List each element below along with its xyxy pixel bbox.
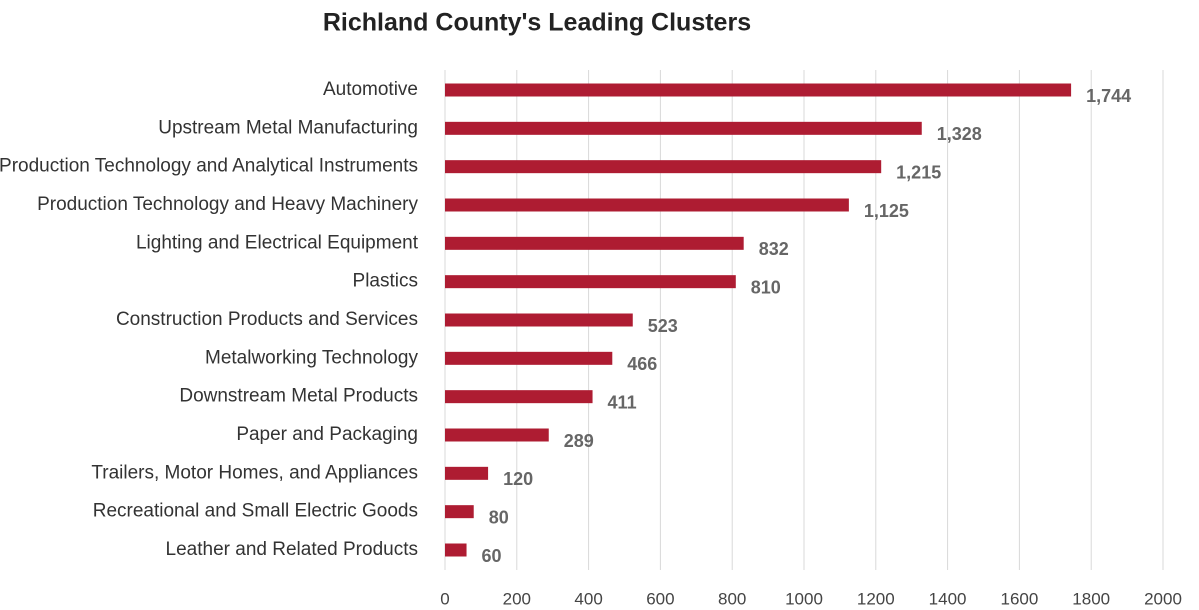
x-tick-label: 1000 (785, 589, 823, 608)
value-label: 80 (489, 507, 509, 527)
value-label: 60 (482, 546, 502, 566)
x-tick-label: 1600 (1000, 589, 1038, 608)
value-label: 411 (608, 392, 637, 412)
bar (445, 275, 736, 289)
bar (445, 466, 489, 480)
y-tick-label: Plastics (353, 271, 418, 292)
bar (445, 428, 549, 442)
x-tick-label: 600 (646, 589, 674, 608)
value-label: 466 (627, 354, 657, 374)
y-tick-label: Upstream Metal Manufacturing (158, 117, 418, 138)
x-tick-label: 1400 (929, 589, 967, 608)
y-tick-label: Construction Products and Services (116, 309, 418, 330)
x-tick-label: 400 (574, 589, 602, 608)
bar (445, 505, 474, 519)
bar (445, 83, 1072, 97)
value-label: 810 (751, 277, 781, 297)
y-tick-label: Metalworking Technology (205, 347, 418, 368)
value-label: 1,328 (937, 124, 982, 144)
bar (445, 543, 467, 557)
x-tick-label: 2000 (1144, 589, 1182, 608)
y-tick-label: Leather and Related Products (166, 539, 418, 560)
value-label: 1,125 (864, 201, 909, 221)
bar (445, 390, 593, 404)
bar (445, 351, 613, 365)
value-label: 1,215 (896, 162, 941, 182)
y-tick-label: Production Technology and Heavy Machiner… (37, 194, 418, 215)
y-tick-label: Downstream Metal Products (179, 386, 418, 407)
x-tick-label: 200 (503, 589, 531, 608)
value-label: 832 (759, 239, 789, 259)
value-label: 1,744 (1086, 86, 1131, 106)
x-tick-label: 1800 (1072, 589, 1110, 608)
bar (445, 160, 882, 174)
x-tick-label: 0 (440, 589, 449, 608)
chart-title: Richland County's Leading Clusters (323, 9, 751, 37)
y-tick-label: Lighting and Electrical Equipment (136, 232, 419, 253)
value-label: 289 (564, 431, 594, 451)
bar (445, 121, 922, 135)
y-tick-label: Production Technology and Analytical Ins… (0, 156, 418, 177)
bar (445, 313, 633, 327)
y-tick-label: Automotive (323, 79, 418, 100)
y-tick-label: Recreational and Small Electric Goods (93, 501, 418, 522)
x-tick-label: 1200 (857, 589, 895, 608)
x-tick-label: 800 (718, 589, 746, 608)
value-label: 523 (648, 316, 678, 336)
value-label: 120 (503, 469, 533, 489)
y-tick-label: Trailers, Motor Homes, and Appliances (91, 462, 418, 483)
y-tick-label: Paper and Packaging (236, 424, 418, 445)
bar (445, 236, 744, 250)
bar (445, 198, 849, 212)
